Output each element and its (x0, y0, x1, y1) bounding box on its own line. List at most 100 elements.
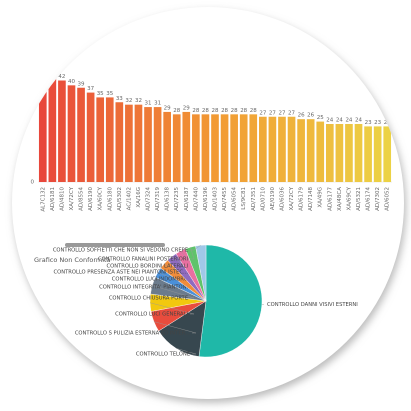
x-tick-label: AD/6054 (232, 187, 238, 211)
x-tick-label: AD/7302 (375, 187, 381, 211)
x-tick-label: AC/1402 (126, 187, 132, 210)
pie-label: CONTROLLO FANALINI POSTERIORI (98, 257, 189, 263)
x-tick-label: XA/72CY (69, 186, 75, 210)
value-label: 28 (231, 108, 238, 114)
leader-line (152, 285, 195, 299)
bar (278, 116, 286, 182)
value-label: 27 (288, 110, 295, 116)
bar (211, 114, 219, 182)
bar (125, 104, 133, 182)
x-tick-label: AD/6190 (88, 187, 94, 211)
bar (96, 97, 105, 182)
value-label: 35 (106, 91, 113, 97)
pie-label: CONTROLLO DANNI VISIVI ESTERNI (267, 302, 358, 308)
x-tick-label: AD/6052 (385, 187, 391, 211)
scrollbar[interactable] (65, 243, 165, 247)
value-label: 43 (49, 72, 56, 78)
x-tick-label: AD/6180 (107, 187, 113, 211)
bar (86, 92, 95, 182)
value-label: 28 (173, 108, 180, 114)
x-tick-label: AD/6181 (50, 187, 56, 211)
leader-line (175, 348, 197, 355)
pie-label: CONTROLLO LUCI GENERALI (115, 312, 188, 318)
x-tick-label: AD/6187 (184, 187, 190, 211)
pie-label: CONTROLLO CHIUSURA PORTE (109, 296, 188, 302)
pie-label: CONTROLLO SOFFIETTI CHE NON SI VEDONO CR… (53, 248, 188, 254)
value-label: 27 (278, 110, 285, 116)
pie-label: CONTROLLO LUCI INDOMBRO (112, 277, 188, 283)
x-tick-label: AD/6138 (165, 187, 171, 211)
bar (144, 107, 152, 182)
bar (38, 61, 47, 182)
value-label: 31 (154, 101, 161, 107)
pie-label: CONTROLLO BORDINI LATERALI (107, 264, 189, 270)
leader-line (153, 321, 197, 334)
x-tick-label: AD/7324 (146, 187, 152, 211)
value-label: 29 (164, 105, 171, 111)
pie-label: CONTROLLO PRESENZA ASTE NEI PIANTONI IST… (54, 270, 189, 276)
bar (259, 116, 267, 182)
leader-line (149, 302, 195, 315)
x-tick-label: AD/7319 (155, 187, 161, 211)
value-label: 35 (97, 91, 104, 97)
x-tick-label: XA/60CY (98, 186, 104, 210)
x-tick-label: XA/69CY (346, 186, 352, 210)
x-tick-label: XA/49G (318, 187, 324, 208)
bar (220, 114, 229, 182)
value-label: 28 (202, 108, 209, 114)
pie-title: Grafico Non Conformità (34, 256, 111, 264)
value-label: 31 (145, 101, 152, 107)
value-label: 24 (355, 118, 362, 124)
leader-line (190, 245, 201, 251)
bar (58, 80, 66, 182)
value-label: 26 (298, 113, 305, 119)
bar (335, 124, 344, 182)
pie-label: CONTROLLO TELONE (136, 352, 190, 358)
bar (105, 97, 114, 182)
value-label: 39 (78, 81, 85, 87)
x-tick-label: AD/6196 (203, 187, 209, 211)
value-label: 26 (307, 113, 314, 119)
bar (383, 126, 392, 182)
bar (345, 124, 353, 182)
value-label: 24 (336, 118, 343, 124)
bar (201, 114, 210, 182)
x-tick-label: AD/7351 (251, 187, 257, 211)
value-label: 24 (326, 118, 333, 124)
value-label: 28 (250, 108, 257, 114)
bar (77, 87, 85, 182)
value-label: 28 (192, 108, 199, 114)
x-tick-label: AD/7455 (222, 187, 228, 211)
value-label: 28 (212, 108, 219, 114)
bar (172, 114, 181, 182)
x-tick-label: AD/1403 (213, 187, 219, 211)
value-label: 32 (125, 98, 132, 104)
x-tick-label: LS/9C81 (241, 187, 247, 210)
x-tick-label: AD/6177 (327, 187, 333, 211)
bar (316, 121, 325, 182)
value-label: 29 (183, 105, 190, 111)
bar (115, 102, 124, 182)
x-tick-label: XA/16G (136, 187, 142, 208)
leader-line (190, 247, 195, 260)
x-tick-label: AD/6174 (366, 187, 372, 211)
value-label: 28 (221, 108, 228, 114)
bar (163, 111, 171, 182)
bar (268, 116, 277, 182)
y-tick-label: 0 (31, 180, 35, 186)
x-tick-label: AE/0190 (270, 187, 276, 211)
value-label: 28 (240, 108, 247, 114)
pie-label: CONTROLLO INTEGRITA' PIANTONI (99, 285, 188, 291)
x-tick-label: AD/8554 (79, 187, 85, 211)
bar (364, 126, 372, 182)
bar (67, 85, 76, 182)
x-tick-label: AD/6036 (279, 187, 285, 211)
bar (153, 107, 162, 182)
x-tick-label: AD/7235 (174, 187, 180, 211)
value-label: 23 (384, 120, 391, 126)
bar (306, 119, 315, 182)
value-label: 50 (39, 55, 46, 61)
value-label: 37 (87, 86, 94, 92)
x-tick-label: XA/72CY (289, 186, 295, 210)
